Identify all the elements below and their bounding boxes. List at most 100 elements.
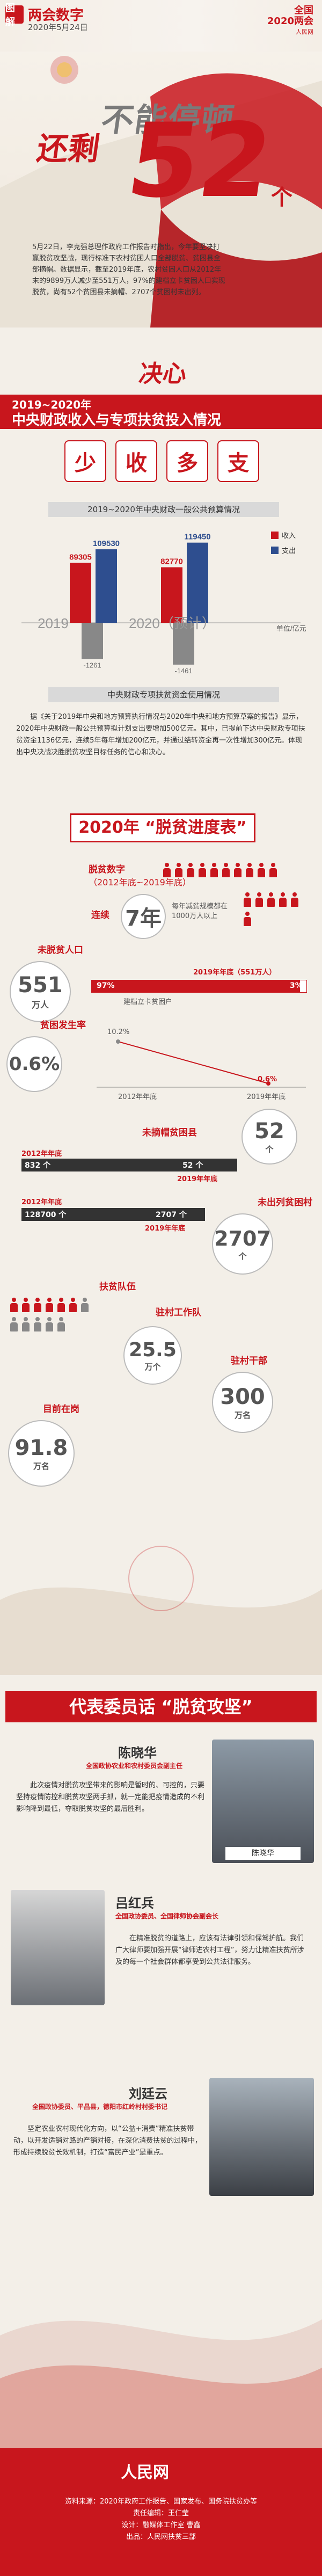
square-shou: 收: [115, 440, 157, 482]
brand-title: 两会数字: [28, 8, 84, 24]
people-grid-2: [241, 891, 311, 930]
rep3-name: 刘廷云: [129, 2086, 167, 2101]
header-band: [0, 0, 322, 52]
county-bar-fill: [22, 1159, 237, 1171]
legend-swatch-0: [271, 532, 279, 539]
square-zhi: 支: [217, 440, 259, 482]
team-work-value: 25.5: [129, 1338, 177, 1361]
team-work-circle: 25.5 万个: [123, 1326, 182, 1385]
pct-note: 建档立卡贫困户: [123, 998, 173, 1006]
rate-2019-value: 0.6%: [258, 1075, 277, 1083]
rate-label: 贫困发生率: [40, 1020, 86, 1031]
section1-banner: [0, 395, 322, 429]
village-value: 2707: [214, 1226, 271, 1250]
logo-line1: 全国: [294, 5, 313, 16]
bar-label-0-1: 109530: [93, 539, 120, 548]
section2-sub1: 脱贫数字: [89, 864, 125, 875]
deficit-label-1: -1461: [174, 667, 192, 675]
logo-sub: 人民网: [296, 28, 313, 35]
years-note: 每年减贫规模都在1000万人以上: [172, 903, 228, 920]
footer-maker: 出品：人民网扶贫三部: [126, 2533, 196, 2541]
onsite-unit: 万名: [33, 1461, 49, 1471]
village-2019-u: 个: [179, 1211, 187, 1219]
logo-line2: 2020两会: [267, 16, 313, 27]
village-label: 未出列贫困村: [258, 1197, 312, 1208]
fund-title: 中央财政专项扶贫资金使用情况: [48, 687, 279, 702]
bar-0-1: [96, 549, 117, 623]
county-2019-value: 52 个: [182, 1160, 203, 1170]
bar-1-0: [161, 567, 182, 623]
rate-chart: [97, 1039, 306, 1088]
section3-title: 代表委员话 “脱贫攻坚”: [5, 1691, 317, 1722]
poverty-circle: 551 万人: [10, 961, 71, 1022]
team-cadre-circle: 300 万名: [212, 1372, 273, 1433]
rate-x1: 2012年年底: [118, 1093, 157, 1101]
people-grid-team: [8, 1297, 99, 1335]
section2-sub-wrap: 脱贫数字 （2012年底~2019年底）: [89, 862, 191, 888]
village-2019-value: 2707 个: [156, 1209, 187, 1220]
chart-unit-label: 单位/亿元: [276, 624, 306, 632]
years-circle: 7年: [121, 894, 166, 939]
county-bar: [21, 1159, 237, 1171]
deficit-label-0: -1261: [83, 661, 101, 669]
onsite-value: 91.8: [14, 1435, 68, 1460]
county-2012-u: 个: [43, 1161, 51, 1170]
rep1-text: 此次疫情对脱贫攻坚带来的影响是暂时的、可控的，只要坚持疫情防控和脱贫攻坚两手抓，…: [16, 1781, 205, 1813]
intro-text: 5月22日，李克强总理作政府工作报告时指出，今年要坚决打赢脱贫攻坚战，现行标准下…: [32, 243, 225, 296]
village-bar-fill: [22, 1209, 204, 1220]
onsite-label: 目前在岗: [43, 1404, 79, 1415]
lianghui-logo: 全国 2020两会 人民网: [267, 5, 313, 38]
bar-label-1-1: 119450: [184, 533, 210, 542]
county-2019-v: 52: [182, 1161, 193, 1170]
bar-label-0-0: 89305: [69, 552, 92, 562]
rep1-photo: [212, 1740, 314, 1863]
footer-source: 资料来源：2020年政府工作报告、国家发布、国务院扶贫办等: [64, 2498, 258, 2506]
title-remaining: 还剩: [34, 130, 103, 167]
people-grid-1: [161, 862, 301, 881]
section1-years: 2019~2020年: [12, 398, 92, 411]
footer: [0, 2448, 322, 2576]
section1-title: 中央财政收入与专项扶贫投入情况: [12, 412, 222, 428]
rep1-photo-caption: 陈晓华: [225, 1847, 301, 1860]
rep3-photo: [209, 2078, 314, 2196]
tu-badge: 图解: [5, 3, 24, 28]
rate-point-2019: [266, 1081, 270, 1086]
chart-title: 2019~2020年中央财政一般公共预算情况: [48, 502, 279, 517]
pct97-label: 97%: [97, 981, 115, 990]
years-label: 连续: [91, 910, 109, 921]
county-2019-u: 个: [195, 1161, 203, 1170]
poverty-unit: 万人: [31, 1000, 49, 1010]
poverty-label: 未脱贫人口: [38, 945, 83, 956]
team-decoration: [0, 1546, 322, 1675]
rate-2012-value: 10.2%: [107, 1028, 130, 1036]
village-unit: 个: [238, 1251, 247, 1261]
category-label-1: 2020（预计）: [129, 615, 216, 631]
juexin-heading: 决心: [137, 360, 188, 388]
county-value: 52: [254, 1118, 284, 1144]
poverty-note: 2019年年底（551万人）: [193, 969, 276, 977]
team-work-unit: 万个: [144, 1362, 161, 1372]
rep2-name: 吕红兵: [115, 1896, 154, 1911]
team-cadre-unit: 万名: [234, 1410, 251, 1420]
rep2-role: 全国政协委员、全国律师协会副会长: [115, 1912, 219, 1920]
fund-text: 据《关于2019年中央和地方预算执行情况与2020年中央和地方预算草案的报告》显…: [16, 713, 305, 756]
rep2-photo: [11, 1890, 105, 2005]
village-2019: 2019年年底: [145, 1225, 186, 1233]
county-2012: 2012年年底: [21, 1150, 62, 1158]
legend-swatch-1: [271, 547, 279, 554]
rep3-text: 坚定农业农村现代化方向，以“公益+消费”精准扶贫带动，以开发适销对路的产销对接，…: [13, 2125, 202, 2157]
village-2012: 2012年年底: [21, 1198, 62, 1206]
bar-0-0: [70, 563, 91, 623]
poverty-progress-fill: [92, 980, 300, 992]
village-2019-v: 2707: [156, 1211, 177, 1219]
onsite-circle: 91.8 万名: [8, 1420, 75, 1487]
section2-sub2: （2012年底~2019年底）: [89, 877, 191, 887]
bar-1-1: [187, 542, 208, 623]
legend-label-1: 支出: [282, 547, 296, 555]
title-number: 52: [120, 101, 280, 220]
section2-title: 2020年 “脱贫进度表”: [70, 813, 255, 842]
rep3-role: 全国政协委员、平昌县，德阳市红岭村村委书记: [32, 2103, 168, 2111]
header-section: 图解 两会数字 2020年5月24日 全国 2020两会 人民网 不能停顿 还剩…: [0, 0, 322, 328]
poverty-progress-bar: [91, 980, 307, 993]
legend-label-0: 收入: [282, 532, 296, 540]
